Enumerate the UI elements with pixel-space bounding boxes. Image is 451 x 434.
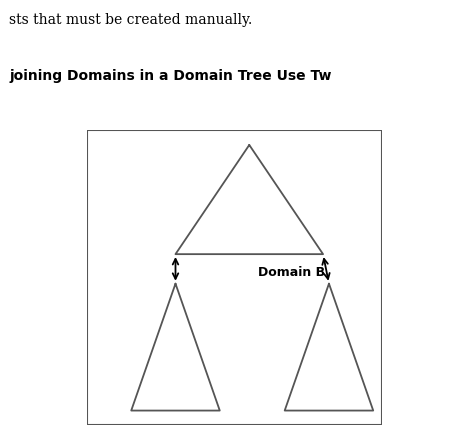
FancyArrowPatch shape: [322, 259, 330, 279]
Text: sts that must be created manually.: sts that must be created manually.: [9, 13, 252, 27]
Text: joining Domains in a Domain Tree Use Tw: joining Domains in a Domain Tree Use Tw: [9, 69, 331, 83]
FancyArrowPatch shape: [173, 259, 178, 279]
Text: Domain B: Domain B: [258, 266, 325, 279]
